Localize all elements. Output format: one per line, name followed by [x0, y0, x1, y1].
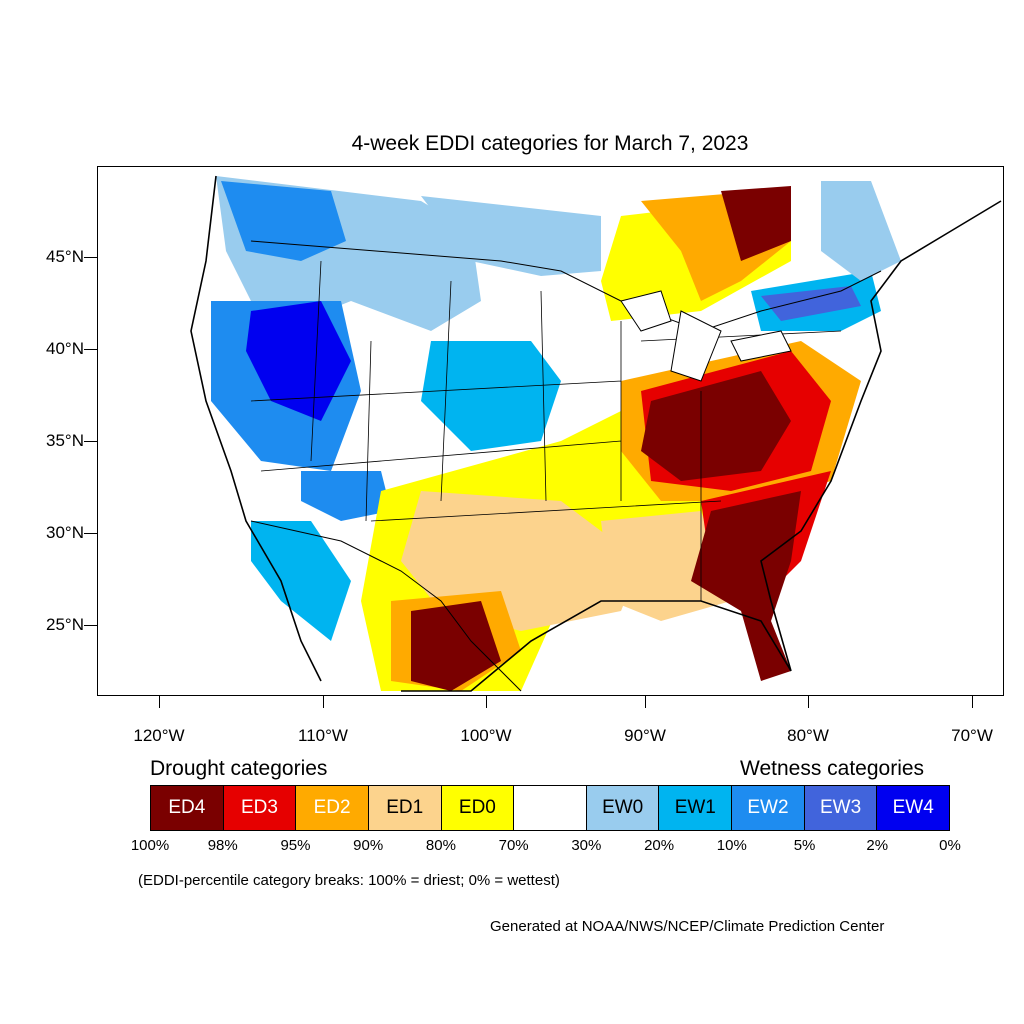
legend-box-ed3: ED3: [223, 786, 297, 830]
legend-box-ed4: ED4: [151, 786, 224, 830]
wet-region-ew0-newengland: [821, 181, 901, 281]
lon-tick: [972, 696, 973, 708]
wet-region-ew0-northwest-2: [421, 196, 601, 276]
percentile-label: 80%: [425, 837, 456, 854]
lat-label-45: 45°N: [46, 247, 84, 266]
legend-box-ed1: ED1: [368, 786, 442, 830]
wet-region-ew4-greatbasin: [246, 301, 351, 421]
state-lines: [250, 260, 842, 601]
great-lakes: [620, 290, 792, 382]
lon-label-80: 80°W: [787, 726, 829, 745]
lat-label-40: 40°N: [46, 339, 84, 358]
wet-region-ew1-southwest: [251, 521, 351, 641]
lon-tick: [808, 696, 809, 708]
lon-label-70: 70°W: [951, 726, 993, 745]
lon-label-90: 90°W: [624, 726, 666, 745]
lat-label-30: 30°N: [46, 523, 84, 542]
lon-label-120: 120°W: [133, 726, 185, 745]
percentile-label: 95%: [280, 837, 311, 854]
wetness-heading: Wetness categories: [740, 757, 925, 780]
lon-tick: [486, 696, 487, 708]
dry-region-ed1-gulf: [601, 511, 731, 621]
legend-box-ew3: EW3: [804, 786, 878, 830]
dry-region-ed4-southeast: [691, 491, 801, 681]
percentile-label: 10%: [716, 837, 747, 854]
lat-tick: [84, 257, 97, 258]
eddi-map: [97, 166, 1004, 696]
lon-tick: [159, 696, 160, 708]
percentile-label: 2%: [866, 837, 889, 854]
drought-heading: Drought categories: [150, 757, 328, 780]
lat-label-25: 25°N: [46, 615, 84, 634]
wet-region-ew1-plains: [421, 341, 561, 451]
dry-region-ed4-texas: [411, 601, 501, 691]
map-title: 4-week EDDI categories for March 7, 2023: [351, 132, 749, 155]
map-canvas: [190, 175, 1002, 692]
percentile-label: 100%: [130, 837, 170, 854]
legend-box-ew0: EW0: [586, 786, 660, 830]
percentile-label: 90%: [353, 837, 384, 854]
legend-box-ew1: EW1: [659, 786, 733, 830]
legend-box-ed0: ED0: [441, 786, 515, 830]
lat-tick: [84, 625, 97, 626]
lon-tick: [645, 696, 646, 708]
lon-tick: [323, 696, 324, 708]
dry-region-ed4-ohio-valley: [641, 371, 791, 481]
coastline: [190, 175, 1002, 692]
lon-label-110: 110°W: [298, 726, 348, 745]
lon-label-100: 100°W: [460, 726, 512, 745]
wet-region-ew3-northeast: [761, 286, 861, 321]
legend-box-neutral: [514, 786, 587, 830]
percentile-label: 30%: [571, 837, 602, 854]
lat-label-35: 35°N: [46, 431, 84, 450]
percentile-label: 98%: [207, 837, 238, 854]
category-note: (EDDI-percentile category breaks: 100% =…: [138, 872, 560, 889]
credit-line: Generated at NOAA/NWS/NCEP/Climate Predi…: [490, 918, 885, 935]
lat-tick: [84, 533, 97, 534]
percentile-label: 20%: [644, 837, 675, 854]
legend-color-bar: ED4 ED3 ED2 ED1 ED0 EW0 EW1 EW2 EW3 EW4: [150, 785, 950, 831]
dry-region-ed4-ontario: [721, 186, 791, 261]
legend-box-ew4: EW4: [877, 786, 950, 830]
wet-region-ew2-southwest: [301, 471, 391, 521]
lat-tick: [84, 441, 97, 442]
percentile-label: 5%: [793, 837, 816, 854]
mexico-border: [250, 520, 522, 692]
percentile-label: 0%: [939, 837, 961, 854]
lat-tick: [84, 349, 97, 350]
legend-box-ed2: ED2: [296, 786, 369, 830]
percentile-label: 70%: [498, 837, 529, 854]
legend-box-ew2: EW2: [732, 786, 805, 830]
